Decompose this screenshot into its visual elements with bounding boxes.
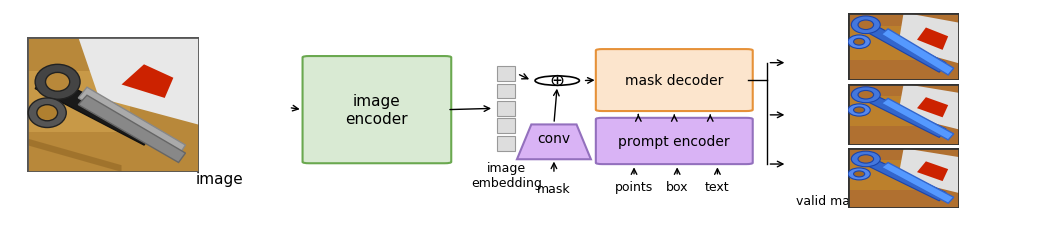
Circle shape — [851, 87, 880, 103]
Polygon shape — [35, 76, 156, 145]
Polygon shape — [853, 19, 946, 73]
Circle shape — [29, 99, 66, 128]
Text: valid masks: valid masks — [796, 194, 870, 207]
Text: image: image — [196, 172, 244, 187]
Circle shape — [35, 65, 81, 100]
Polygon shape — [917, 28, 949, 51]
Text: text: text — [705, 180, 729, 193]
Polygon shape — [898, 148, 959, 193]
Polygon shape — [853, 153, 946, 201]
Circle shape — [853, 108, 865, 114]
Text: mask: mask — [537, 182, 570, 195]
Circle shape — [851, 151, 880, 167]
Bar — [848, 97, 920, 127]
Polygon shape — [853, 89, 946, 138]
Text: ⊕: ⊕ — [550, 71, 565, 89]
Text: conv: conv — [537, 132, 570, 146]
Polygon shape — [898, 84, 959, 130]
Circle shape — [848, 104, 870, 117]
Polygon shape — [882, 30, 954, 76]
Circle shape — [858, 91, 873, 99]
Circle shape — [535, 76, 580, 86]
Bar — [848, 27, 920, 61]
FancyBboxPatch shape — [302, 57, 452, 164]
Bar — [497, 119, 515, 134]
Text: box: box — [666, 180, 688, 193]
Text: , score: , score — [879, 108, 925, 122]
Circle shape — [848, 36, 870, 49]
Circle shape — [851, 17, 880, 34]
FancyBboxPatch shape — [596, 50, 753, 112]
Text: image
embedding: image embedding — [471, 161, 542, 189]
Bar — [497, 136, 515, 151]
Circle shape — [858, 21, 873, 30]
FancyBboxPatch shape — [596, 118, 753, 164]
Text: image
encoder: image encoder — [346, 94, 408, 126]
Polygon shape — [882, 163, 954, 203]
Circle shape — [853, 171, 865, 177]
Text: , score: , score — [879, 157, 925, 171]
Polygon shape — [917, 162, 949, 181]
Circle shape — [858, 155, 873, 163]
Bar — [497, 67, 515, 82]
Polygon shape — [26, 139, 122, 172]
Text: , score: , score — [879, 56, 925, 70]
Circle shape — [46, 73, 70, 92]
Bar — [497, 101, 515, 116]
Polygon shape — [122, 65, 174, 99]
Bar — [497, 84, 515, 99]
Polygon shape — [78, 88, 186, 156]
Polygon shape — [898, 14, 959, 64]
Circle shape — [853, 39, 865, 46]
Polygon shape — [78, 96, 186, 163]
Circle shape — [37, 105, 57, 121]
Bar — [26, 72, 130, 132]
Polygon shape — [917, 98, 949, 118]
Polygon shape — [882, 99, 954, 140]
Text: prompt encoder: prompt encoder — [618, 134, 730, 148]
Polygon shape — [517, 125, 590, 160]
Text: points: points — [615, 180, 653, 193]
Text: mask decoder: mask decoder — [625, 74, 724, 88]
Bar — [848, 160, 920, 190]
Circle shape — [848, 168, 870, 180]
Polygon shape — [78, 38, 199, 125]
